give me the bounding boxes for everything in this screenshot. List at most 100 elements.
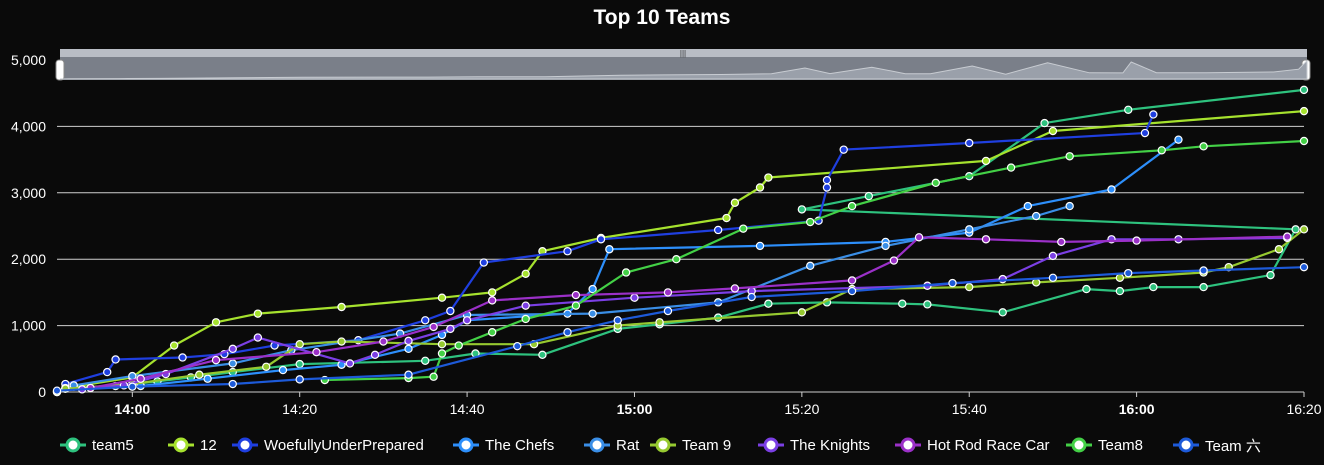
data-point [345, 359, 355, 368]
data-point [630, 293, 639, 302]
data-point [864, 191, 874, 201]
zoom-slider[interactable]: ||| [55, 49, 1311, 81]
data-point [1299, 106, 1309, 116]
data-point [1174, 135, 1183, 144]
data-point [521, 301, 530, 310]
data-point [605, 245, 614, 254]
legend-item[interactable]: Hot Rod Race Car [895, 433, 1050, 457]
data-point [1299, 85, 1309, 95]
data-point [1266, 270, 1275, 280]
data-point [211, 318, 221, 327]
data-point [613, 316, 622, 325]
series-line [56, 266, 1305, 392]
series-5 [69, 201, 1074, 390]
data-point [337, 302, 346, 312]
data-point [295, 359, 304, 369]
data-point [111, 355, 120, 364]
data-point [211, 355, 221, 365]
data-point [806, 217, 815, 227]
data-point [487, 328, 497, 337]
data-point [454, 341, 463, 350]
legend-label: The Chefs [485, 436, 555, 454]
data-point [1283, 232, 1292, 241]
data-point [128, 371, 137, 381]
legend-item[interactable]: Team8 [1066, 433, 1143, 457]
data-point [404, 336, 413, 346]
y-tick-label: 5,000 [11, 52, 46, 68]
legend-marker-icon [1173, 437, 1199, 453]
data-point [730, 198, 740, 207]
legend-label: Rat [616, 436, 640, 454]
data-point [663, 306, 673, 316]
axes: 0 1,000 2,000 3,000 4,000 5,000 14:00 14:20 14:4… [11, 52, 1322, 417]
data-point [764, 173, 773, 182]
legend-item[interactable]: The Chefs [453, 433, 554, 457]
y-tick-label: 4,000 [11, 118, 46, 134]
data-point [1291, 225, 1300, 234]
data-point [1082, 284, 1091, 294]
legend-item[interactable]: team5 [60, 433, 134, 457]
x-tick-label: 15:20 [784, 401, 819, 417]
data-point [253, 309, 263, 318]
x-tick-label: 16:20 [1286, 401, 1321, 417]
legend-item[interactable]: Team 9 [650, 433, 731, 457]
data-point [1199, 266, 1208, 275]
data-point [262, 362, 271, 371]
data-point [169, 341, 179, 350]
legend: team5 12 WoefullyUnderPrepared The Chefs Rat… [0, 433, 1324, 457]
legend-marker-icon [1066, 437, 1092, 453]
data-point [538, 350, 547, 360]
data-point [563, 328, 572, 337]
data-point [370, 350, 380, 360]
data-point [1149, 110, 1158, 119]
data-point [429, 372, 438, 381]
legend-item[interactable]: The Knights [758, 433, 870, 457]
data-point [1157, 146, 1166, 155]
zoom-slider-bar[interactable] [60, 49, 1307, 57]
series-line [56, 88, 1305, 394]
data-point [52, 386, 62, 395]
data-point [672, 255, 681, 264]
legend-label: WoefullyUnderPrepared [264, 436, 424, 454]
legend-item[interactable]: WoefullyUnderPrepared [232, 433, 424, 457]
data-point [487, 288, 497, 297]
data-point [931, 178, 940, 188]
data-point [1065, 152, 1074, 161]
data-point [998, 308, 1007, 317]
data-point [203, 374, 212, 383]
data-point [965, 225, 974, 234]
data-point [1115, 286, 1125, 296]
series-8 [86, 232, 1292, 393]
data-point [437, 349, 447, 358]
line-chart: 0 1,000 2,000 3,000 4,000 5,000 14:00 14:20 14:4… [11, 49, 1322, 417]
data-point [312, 347, 321, 357]
data-point [747, 292, 756, 302]
x-tick-label: 15:40 [952, 401, 987, 417]
legend-item[interactable]: Rat [584, 433, 639, 457]
data-point [965, 138, 974, 148]
series-line [65, 113, 1155, 386]
legend-item[interactable]: 12 [168, 433, 217, 457]
legend-item[interactable]: Team 六 [1173, 433, 1261, 457]
data-point [103, 367, 112, 377]
data-point [1057, 237, 1066, 247]
data-point [437, 293, 447, 302]
data-point [1299, 225, 1309, 234]
data-point [722, 213, 731, 223]
data-point [621, 268, 631, 277]
zoom-handle-left[interactable] [55, 59, 65, 81]
y-tick-label: 2,000 [11, 251, 46, 267]
data-point [1048, 251, 1058, 261]
data-point [1006, 163, 1016, 172]
legend-marker-icon [758, 437, 784, 453]
data-point [755, 241, 765, 251]
y-tick-label: 3,000 [11, 185, 46, 201]
data-point [1048, 126, 1058, 136]
legend-marker-icon [453, 437, 479, 453]
data-point [655, 318, 664, 327]
data-point [571, 301, 581, 310]
y-tick-label: 1,000 [11, 318, 46, 334]
zoom-slider-grip-icon: ||| [680, 49, 686, 58]
data-point [228, 359, 237, 368]
series-2 [52, 106, 1309, 397]
